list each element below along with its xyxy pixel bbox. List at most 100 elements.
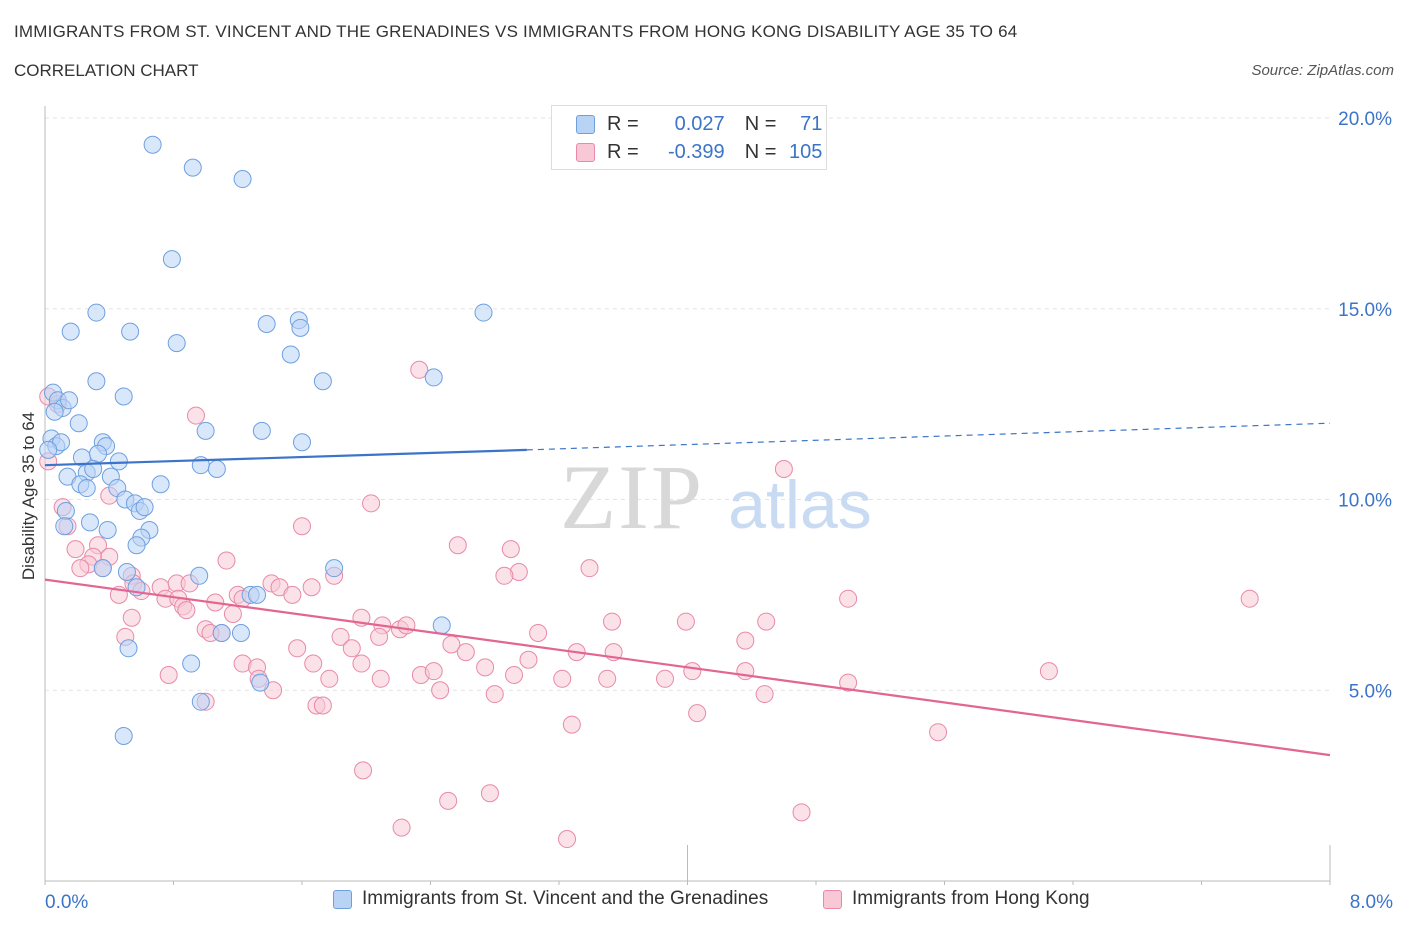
st-vincent-point [196,421,215,440]
hong-kong-point [580,559,599,578]
hong-kong-point [792,803,811,822]
legend-swatch-blue [333,889,352,909]
st-vincent-point [89,444,108,463]
legend-r-label: R = [607,112,639,135]
st-vincent-point [55,517,74,536]
hong-kong-point [562,715,581,734]
st-vincent-point [257,315,276,334]
st-vincent-point [252,421,271,440]
st-vincent-point [191,692,210,711]
st-vincent-point [56,501,75,520]
hong-kong-point [410,360,429,379]
st-vincent-point [87,372,106,391]
st-vincent-point [93,559,112,578]
legend-n-label: N = [744,112,777,135]
legend-r-value: -0.399 [667,140,725,163]
st-vincent-point [69,414,88,433]
hong-kong-point [558,830,577,849]
hong-kong-point [320,669,339,688]
st-vincent-point [248,585,267,604]
legend-r-value: 0.027 [674,112,725,135]
st-vincent-point [190,566,209,585]
hong-kong-point [371,669,390,688]
st-vincent-point [231,624,250,643]
watermark: ZIP atlas [560,446,872,548]
hong-kong-point [288,639,307,658]
st-vincent-point [291,318,310,337]
st-vincent-points [39,135,493,746]
st-vincent-point [281,345,300,364]
st-vincent-trend-extension [526,422,1331,451]
hong-kong-point [1240,589,1259,608]
st-vincent-point [424,368,443,387]
legend-swatch-pink [576,142,595,162]
legend-series-name: Immigrants from St. Vincent and the Gren… [362,888,769,909]
hong-kong-point [448,536,467,555]
hong-kong-point [676,612,695,631]
st-vincent-point [212,624,231,643]
legend-r-label: R = [607,140,639,163]
st-vincent-point [121,322,140,341]
hong-kong-point [1039,662,1058,681]
st-vincent-point [98,521,117,540]
st-vincent-point [114,727,133,746]
hong-kong-point [603,612,622,631]
st-vincent-point [119,639,138,658]
hong-kong-point [293,517,311,536]
legend-n-label: N = [744,140,777,163]
hong-kong-point [331,627,350,646]
st-vincent-point [114,387,133,406]
st-vincent-point [162,250,181,269]
st-vincent-point [87,303,106,322]
hong-kong-point [66,540,85,559]
y-axis-label: Disability Age 35 to 64 [19,412,38,580]
watermark-zip: ZIP [560,446,704,548]
source-label: Source: ZipAtlas.com [1251,62,1394,79]
x-tick-label: 8.0% [1350,892,1393,913]
watermark-atlas: atlas [728,467,872,543]
hong-kong-point [354,761,373,780]
hong-kong-point [362,494,381,513]
hong-kong-point [313,696,332,715]
st-vincent-point [167,334,186,353]
st-vincent-point [80,513,99,532]
hong-kong-point [757,612,776,631]
hong-kong-point [342,639,361,658]
hong-kong-points [39,360,1259,849]
y-tick-label: 5.0% [1349,681,1392,702]
hong-kong-point [304,654,323,673]
hong-kong-point [683,662,702,681]
hong-kong-point [217,551,236,570]
legend-n-value: 71 [800,112,823,135]
y-tick-label: 10.0% [1338,491,1392,512]
st-vincent-point [135,498,154,517]
st-vincent-point [293,433,311,452]
hong-kong-point [476,658,495,677]
legend-item-st-vincent[interactable]: Immigrants from St. Vincent and the Gren… [333,888,768,910]
st-vincent-point [143,135,162,154]
legend-item-hong-kong[interactable]: Immigrants from Hong Kong [823,888,1090,910]
st-vincent-point [45,402,64,421]
chart-subtitle: CORRELATION CHART [14,61,199,80]
hong-kong-point [159,665,178,684]
y-tick-label: 20.0% [1338,109,1392,130]
hong-kong-point [774,459,793,478]
hong-kong-point [495,566,514,585]
hong-kong-point [71,559,90,578]
hong-kong-point [839,589,858,608]
st-vincent-point [39,440,58,459]
hong-kong-point [177,601,196,620]
st-vincent-point [207,459,226,478]
chart-title: IMMIGRANTS FROM ST. VINCENT AND THE GREN… [14,22,1018,41]
st-vincent-point [109,452,128,471]
hong-kong-point [223,604,242,623]
st-vincent-point [474,303,493,322]
hong-kong-point [431,681,450,700]
axes [44,106,1331,885]
tick-labels: 5.0% 10.0% 15.0% 20.0% 0.0% 8.0% [45,109,1393,913]
hong-kong-point [122,608,141,627]
st-vincent-point [60,391,79,410]
st-vincent-point [183,158,202,177]
hong-kong-point [352,654,371,673]
